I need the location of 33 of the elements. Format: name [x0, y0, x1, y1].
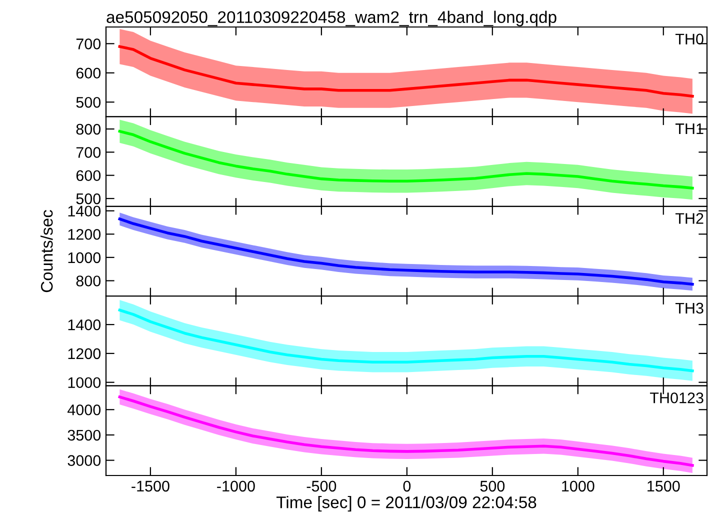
y-tick-label: 700 [76, 38, 101, 50]
y-tick-label: 1400 [68, 206, 101, 217]
text: TH2 [675, 213, 704, 224]
y-tick-label: 500 [76, 96, 101, 108]
text: TH0123 [650, 392, 704, 404]
x-tick-label: 500 [480, 480, 505, 492]
line-series [118, 45, 694, 98]
y-tick-label: 800 [76, 124, 101, 135]
y-tick-label: 600 [76, 170, 101, 182]
y-tick-label: 1000 [68, 252, 101, 264]
x-tick-label: -1000 [217, 480, 255, 492]
y-tick-label: 1200 [68, 348, 101, 360]
chart-title: ae505092050_20110309220458_wam2_trn_4band_long.qdp [106, 10, 556, 26]
y-tick-label: 3500 [68, 430, 101, 441]
y-tick-label: 700 [76, 147, 101, 158]
y-tick-label: 1000 [68, 377, 101, 388]
x-tick-label: 1500 [648, 480, 680, 492]
y-tick-label: 4000 [68, 404, 101, 416]
x-tick-label: -1500 [132, 480, 170, 492]
y-tick-label: 1200 [68, 228, 101, 240]
x-tick-label: -500 [306, 480, 336, 492]
text: TH0 [675, 34, 704, 44]
y-tick-label: 800 [76, 276, 101, 286]
x-axis-title: Time [sec] 0 = 2011/03/09 22:04:58 [276, 496, 536, 512]
y-tick-label: 3000 [68, 455, 101, 466]
x-tick-label: 0 [403, 480, 411, 492]
y-tick-label: 500 [76, 193, 101, 204]
x-tick-label: 1000 [562, 480, 594, 492]
text: TH3 [675, 302, 704, 314]
y-axis-title: Counts/sec [40, 210, 53, 292]
y-tick-label: 600 [76, 68, 101, 79]
y-tick-label: 1400 [68, 319, 101, 330]
text: TH1 [675, 124, 704, 134]
